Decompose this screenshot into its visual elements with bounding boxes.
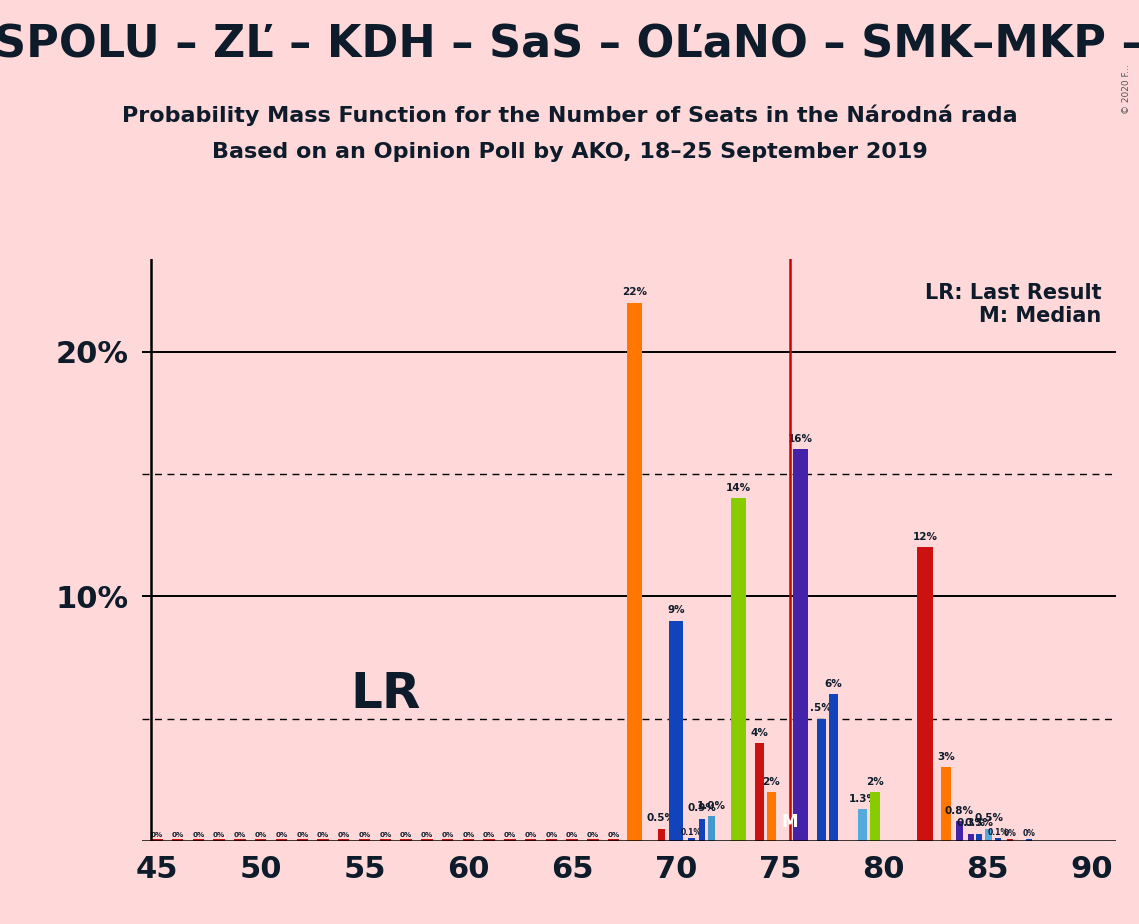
Bar [318,839,329,841]
Bar [525,839,536,841]
Text: 0%: 0% [1023,829,1035,838]
Text: 0%: 0% [400,833,412,838]
Text: 0%: 0% [503,833,516,838]
Bar [767,792,776,841]
Text: 0%: 0% [296,833,309,838]
Bar [968,833,974,841]
Bar [379,839,391,841]
Text: 0%: 0% [483,833,495,838]
Bar [505,839,516,841]
Bar [338,839,350,841]
Text: 0%: 0% [150,833,163,838]
Bar [442,839,453,841]
Text: .5%: .5% [811,703,833,713]
Bar [688,838,695,841]
Bar [1007,839,1014,841]
Text: 0%: 0% [192,833,205,838]
Text: 0%: 0% [379,833,392,838]
Text: 0%: 0% [1003,829,1017,838]
Bar [698,819,705,841]
Text: 0.5%: 0.5% [647,813,675,823]
Bar [359,839,370,841]
Bar [917,547,933,841]
Bar [670,621,682,841]
Text: 0%: 0% [172,833,183,838]
Text: 22%: 22% [622,287,647,298]
Bar [296,839,308,841]
Bar [588,839,599,841]
Bar [421,839,433,841]
Text: 12%: 12% [912,532,937,542]
Text: Probability Mass Function for the Number of Seats in the Národná rada: Probability Mass Function for the Number… [122,104,1017,127]
Bar [985,829,992,841]
Bar [626,303,642,841]
Text: 0%: 0% [587,833,599,838]
Text: 16%: 16% [788,434,813,444]
Bar [483,839,494,841]
Bar [708,817,714,841]
Text: 0%: 0% [233,833,246,838]
Bar [994,838,1001,841]
Bar [255,839,267,841]
Bar [172,839,183,841]
Text: 6%: 6% [825,679,842,688]
Bar [192,839,204,841]
Text: 1.3%: 1.3% [849,794,877,804]
Bar [870,792,879,841]
Bar [213,839,224,841]
Text: 4%: 4% [751,727,768,737]
Bar [793,449,809,841]
Text: © 2020 F...: © 2020 F... [1122,65,1131,115]
Text: 9%: 9% [667,605,685,615]
Bar [276,839,287,841]
Text: M: M [782,813,798,831]
Bar [817,719,826,841]
Text: 0.9%: 0.9% [688,804,716,813]
Text: 0%: 0% [546,833,558,838]
Text: 2%: 2% [866,776,884,786]
Text: 0%: 0% [255,833,267,838]
Bar [462,839,474,841]
Bar [546,839,557,841]
Bar [730,498,746,841]
Text: 0%: 0% [420,833,433,838]
Text: 0%: 0% [337,833,350,838]
Text: Based on an Opinion Poll by AKO, 18–25 September 2019: Based on an Opinion Poll by AKO, 18–25 S… [212,142,927,163]
Bar [829,694,838,841]
Text: LR: LR [350,670,420,718]
Text: 0%: 0% [442,833,453,838]
Text: 0.1%: 0.1% [988,828,1008,837]
Text: 0%: 0% [317,833,329,838]
Text: LR: Last Result
M: Median: LR: Last Result M: Median [925,283,1101,326]
Text: 3%: 3% [937,752,954,762]
Text: SPOLU – ZĽ – KDH – SaS – OĽaNO – SMK–MKP – MOST: SPOLU – ZĽ – KDH – SaS – OĽaNO – SMK–MKP… [0,23,1139,67]
Text: 2%: 2% [762,776,780,786]
Text: 0%: 0% [525,833,536,838]
Text: 0.5%: 0.5% [974,813,1003,823]
Bar [566,839,577,841]
Bar [1026,839,1032,841]
Bar [859,809,868,841]
Bar [235,839,246,841]
Bar [151,839,163,841]
Bar [754,743,763,841]
Bar [657,829,665,841]
Text: 0.3%: 0.3% [957,818,985,828]
Text: 0%: 0% [462,833,475,838]
Text: 1.0%: 1.0% [697,801,726,811]
Text: 14%: 14% [726,483,751,493]
Text: 0.8%: 0.8% [945,806,974,816]
Bar [941,768,951,841]
Bar [956,821,962,841]
Text: 0%: 0% [607,833,620,838]
Text: 0.1%: 0.1% [681,828,702,837]
Bar [976,833,982,841]
Text: 0%: 0% [566,833,579,838]
Bar [401,839,412,841]
Text: 0%: 0% [213,833,226,838]
Text: 0%: 0% [359,833,370,838]
Text: 0.3%: 0.3% [965,818,993,828]
Text: 0%: 0% [276,833,288,838]
Bar [608,839,620,841]
